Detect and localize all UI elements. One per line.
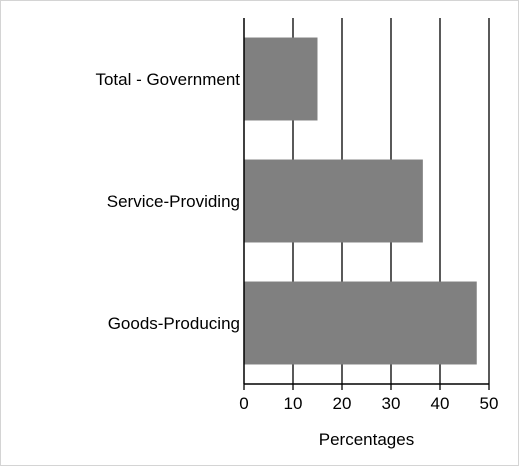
x-tick-label: 40 (431, 394, 450, 413)
category-label: Service-Providing (107, 192, 240, 211)
x-tick-label: 30 (382, 394, 401, 413)
x-tick-label: 0 (239, 394, 248, 413)
category-label: Total - Government (95, 70, 240, 89)
x-tick-label: 10 (284, 394, 303, 413)
bar (244, 159, 423, 243)
axes (243, 18, 490, 390)
x-tick-label: 20 (333, 394, 352, 413)
x-tick-label: 50 (480, 394, 499, 413)
bar (244, 281, 477, 365)
bar (244, 37, 318, 121)
category-label: Goods-Producing (108, 314, 240, 333)
x-axis-title: Percentages (319, 430, 414, 449)
bars (244, 37, 477, 365)
labels: Total - Government Service-Providing Goods… (95, 70, 498, 413)
